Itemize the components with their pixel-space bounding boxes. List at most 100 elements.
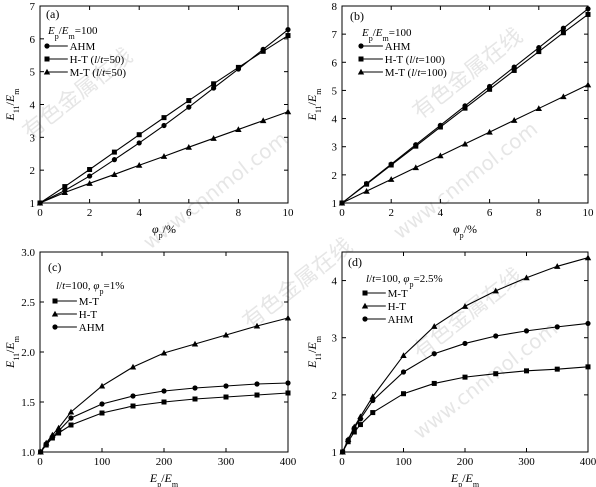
data-point-h-t-l-t-100 — [364, 181, 370, 187]
data-point-h-t — [129, 363, 137, 370]
series-h-t-l-t-100 — [339, 11, 591, 206]
data-point-ahm — [585, 6, 591, 12]
x-tick-label: 2 — [87, 207, 93, 219]
data-point-h-t-l-t-50 — [161, 115, 167, 121]
legend-marker-ahm — [52, 324, 58, 330]
data-point-h-t — [369, 393, 376, 400]
y-tick-label: 3 — [332, 142, 338, 154]
data-point-m-t-l-t-100 — [338, 199, 346, 206]
data-point-h-t-l-t-50 — [62, 184, 68, 190]
data-point-m-t-l-t-100 — [437, 152, 444, 159]
panel-annotation-part: / — [373, 27, 377, 39]
data-point-h-t-l-t-50 — [260, 48, 266, 54]
y-tick-label: 7 — [30, 1, 36, 13]
x-tick-label: 200 — [156, 456, 173, 468]
data-point-m-t-l-t-50 — [260, 117, 267, 124]
y-tick-label: 2 — [30, 165, 36, 177]
data-point-ahm — [493, 333, 499, 339]
y-tick-label: 1 — [332, 447, 338, 459]
series-ahm — [340, 320, 591, 455]
panel-annotation-part: =100 — [75, 25, 98, 37]
data-point-ahm — [370, 397, 376, 404]
y-tick-label: 5 — [30, 67, 36, 79]
data-point-m-t-l-t-50 — [160, 153, 168, 159]
data-point-m-t-l-t-100 — [535, 105, 542, 111]
legend-marker-m-t — [52, 298, 58, 304]
data-point-m-t — [99, 410, 105, 416]
data-point-m-t-l-t-50 — [210, 135, 217, 141]
data-point-h-t-l-t-100 — [462, 105, 468, 111]
data-point-h-t — [98, 382, 106, 389]
panel-annotation-part: =100, — [375, 273, 403, 285]
x-axis-label-part: E — [465, 471, 474, 485]
chart-panel-c: 0 100 200 300 4001.01.52.02.53.0Ep/EmE11/Em(… — [3, 247, 297, 487]
watermark-layer: 有色金属在线www.cnnmol.com有色金属在线www.cnnmol.com… — [18, 24, 562, 444]
x-tick-label: 0 — [37, 207, 43, 219]
y-axis-label-part: E — [3, 342, 17, 351]
data-point-h-t-l-t-100 — [487, 86, 493, 92]
x-axis-label-part: /% — [163, 222, 176, 236]
x-axis-label: φp/% — [152, 222, 176, 240]
data-point-ahm — [111, 157, 117, 163]
legend-label-h-t-l-t-100: H-T (l/t=100) — [385, 54, 445, 66]
x-axis-label-part: p — [157, 480, 161, 487]
legend-label-h-t: H-T — [79, 309, 98, 321]
panel-annotation-part: E — [375, 27, 383, 39]
data-point-m-t — [493, 371, 499, 377]
legend-label-h-t: H-T — [388, 301, 407, 313]
x-tick-label: 100 — [94, 456, 111, 468]
data-point-m-t-l-t-50 — [136, 162, 143, 168]
x-axis-label-part: m — [473, 480, 480, 487]
y-tick-label: 7 — [332, 29, 338, 41]
x-axis-label-part: /% — [464, 222, 477, 236]
y-axis-label-part: E — [3, 94, 17, 103]
legend-label-h-t-part: H-T — [79, 309, 98, 321]
panel-annotation-part: E — [361, 27, 369, 39]
x-axis-label-part: p — [460, 231, 464, 240]
x-tick-label: 2 — [388, 207, 394, 219]
data-point-m-t — [431, 380, 437, 386]
panel-annotation-part: =100 — [389, 27, 412, 39]
x-tick-label: 400 — [280, 456, 297, 468]
data-point-ahm — [136, 140, 142, 146]
data-point-ahm — [99, 401, 105, 407]
y-tick-label: 1 — [30, 198, 36, 210]
x-axis-label-part: φ — [152, 222, 159, 236]
panel-annotation-part: =2.5% — [414, 273, 443, 285]
data-point-ahm — [400, 369, 407, 375]
data-point-h-t — [523, 274, 530, 281]
data-point-ahm — [560, 25, 567, 31]
legend-label-ahm: AHM — [385, 41, 411, 53]
data-point-m-t — [192, 396, 198, 402]
data-point-ahm — [554, 324, 560, 330]
data-point-ahm — [351, 425, 357, 431]
plot-frame — [341, 5, 589, 204]
data-point-h-t-l-t-50 — [186, 98, 192, 104]
legend-label-m-t-l-t-100-part: / — [414, 67, 418, 79]
data-point-ahm — [38, 449, 44, 455]
panel-annotation-part: E — [47, 25, 55, 37]
panel-annotation-part: / — [369, 273, 373, 285]
legend-label-m-t-l-t-100: M-T (l/t=100) — [385, 67, 447, 79]
x-axis-label: Ep/Em — [149, 471, 179, 487]
legend-label-m-t-l-t-50: M-T (l/t=50) — [70, 67, 127, 79]
data-point-ahm — [161, 388, 167, 394]
data-point-h-t-l-t-100 — [511, 67, 517, 73]
legend-marker-ahm — [358, 43, 364, 49]
legend-marker-h-t — [51, 310, 59, 317]
data-point-m-t-l-t-100 — [388, 176, 395, 182]
legend-label-h-t-l-t-100-part: t — [415, 54, 419, 66]
data-point-m-t — [462, 374, 468, 380]
legend-label-h-t-l-t-100-part: l — [409, 54, 412, 66]
y-axis-label-part: E — [305, 112, 319, 121]
legend-label-ahm-part: AHM — [79, 322, 105, 334]
legend-label-h-t-l-t-100-part: / — [412, 54, 416, 66]
data-point-m-t — [585, 364, 591, 370]
data-point-m-t — [370, 410, 376, 416]
data-point-m-t-l-t-50 — [36, 199, 44, 206]
data-point-m-t — [130, 403, 136, 409]
legend-label-ahm-part: AHM — [388, 314, 414, 326]
data-point-ahm — [523, 328, 530, 334]
